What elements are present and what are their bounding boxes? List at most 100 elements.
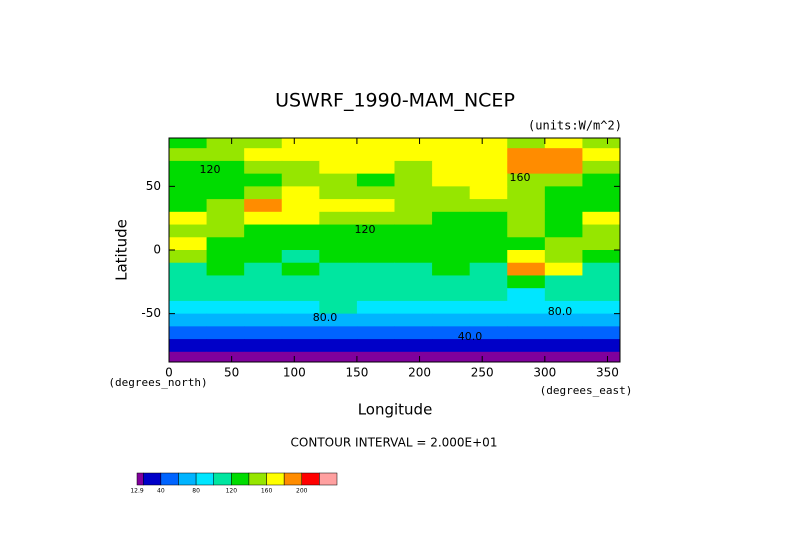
contour-cell: [281, 250, 320, 264]
contour-cell: [394, 160, 433, 175]
contour-cell: [507, 313, 546, 327]
contour-interval-note: CONTOUR INTERVAL = 2.000E+01: [291, 436, 498, 450]
contour-cell: [244, 275, 283, 289]
contour-cell: [206, 138, 245, 149]
contour-cell: [544, 186, 583, 200]
units-label: (units:W/m^2): [528, 119, 622, 133]
contour-cell: [206, 173, 245, 187]
contour-cell: [507, 211, 546, 226]
contour-cell: [432, 211, 471, 226]
contour-cell: [281, 211, 320, 226]
contour-cell: [319, 262, 358, 276]
contour-cell: [432, 275, 471, 289]
contour-cell: [582, 160, 620, 175]
contour-cell: [356, 262, 395, 276]
contour-cell: [169, 262, 208, 276]
contour-cell: [507, 275, 546, 289]
contour-cell: [206, 339, 245, 353]
contour-cell: [281, 339, 320, 353]
contour-cell: [244, 138, 283, 149]
contour-cell: [582, 224, 620, 238]
contour-cell: [394, 300, 433, 315]
x-units: (degrees_east): [540, 384, 633, 397]
contour-cell: [432, 173, 471, 187]
contour-cell: [169, 237, 208, 251]
contour-cell: [281, 326, 320, 340]
contour-cell: [394, 288, 433, 302]
contour-cell: [169, 199, 208, 213]
contour-cell: [319, 275, 358, 289]
contour-cell: [281, 199, 320, 213]
contour-cell: [582, 288, 620, 302]
contour-cell: [319, 339, 358, 353]
contour-cell: [244, 250, 283, 264]
contour-cell: [169, 250, 208, 264]
contour-cell: [169, 288, 208, 302]
contour-cell: [206, 262, 245, 276]
contour-cell: [169, 326, 208, 340]
contour-cell: [394, 326, 433, 340]
contour-cell: [169, 275, 208, 289]
contour-cell: [169, 300, 208, 315]
contour-cell: [244, 288, 283, 302]
y-units: (degrees_north): [108, 376, 207, 389]
contour-cell: [319, 211, 358, 226]
y-tick-label: 0: [153, 243, 161, 257]
contour-cell: [544, 148, 583, 162]
contour-cell: [432, 326, 471, 340]
y-tick-label: -50: [141, 306, 161, 320]
contour-cell: [544, 351, 583, 362]
contour-cell: [356, 138, 395, 149]
contour-cell: [582, 339, 620, 353]
contour-cell: [432, 224, 471, 238]
contour-cell: [394, 138, 433, 149]
contour-cell: [356, 199, 395, 213]
contour-cell: [507, 160, 546, 175]
contour-cell: [206, 160, 245, 175]
contour-cell: [394, 148, 433, 162]
contour-cell: [469, 339, 508, 353]
contour-cell: [206, 237, 245, 251]
contour-cell: [394, 237, 433, 251]
contour-cell: [544, 275, 583, 289]
x-tick-label: 0: [165, 366, 173, 380]
contour-cell: [507, 199, 546, 213]
contour-cell: [394, 211, 433, 226]
contour-cell: [507, 148, 546, 162]
contour-cell: [356, 313, 395, 327]
contour-cell: [169, 224, 208, 238]
colorbar-box: [136, 472, 144, 486]
colorbar-box: [231, 472, 250, 486]
contour-cell: [319, 313, 358, 327]
contour-cell: [469, 288, 508, 302]
contour-cell: [319, 250, 358, 264]
contour-cell: [244, 173, 283, 187]
y-axis-label: Latitude: [113, 219, 131, 281]
contour-cell: [356, 160, 395, 175]
contour-cell: [281, 148, 320, 162]
contour-cell: [507, 186, 546, 200]
contour-cell: [544, 199, 583, 213]
contour-cell: [469, 275, 508, 289]
contour-cell: [281, 224, 320, 238]
contour-cell: [544, 211, 583, 226]
contour-cell: [244, 351, 283, 362]
contour-cell: [319, 160, 358, 175]
contour-label: 120: [200, 163, 221, 176]
contour-cell: [507, 351, 546, 362]
contour-cell: [432, 313, 471, 327]
colorbar-box: [266, 472, 285, 486]
contour-cell: [432, 199, 471, 213]
contour-cell: [582, 186, 620, 200]
contour-label: 40.0: [458, 330, 483, 343]
contour-cell: [169, 148, 208, 162]
contour-label: 80.0: [313, 311, 338, 324]
contour-cell: [432, 148, 471, 162]
contour-cell: [469, 351, 508, 362]
contour-cell: [281, 173, 320, 187]
colorbar-tick-label: 120: [226, 488, 238, 495]
colorbar-box: [178, 472, 197, 486]
contour-label: 160: [510, 171, 531, 184]
contour-cell: [319, 148, 358, 162]
contour-cell: [206, 351, 245, 362]
